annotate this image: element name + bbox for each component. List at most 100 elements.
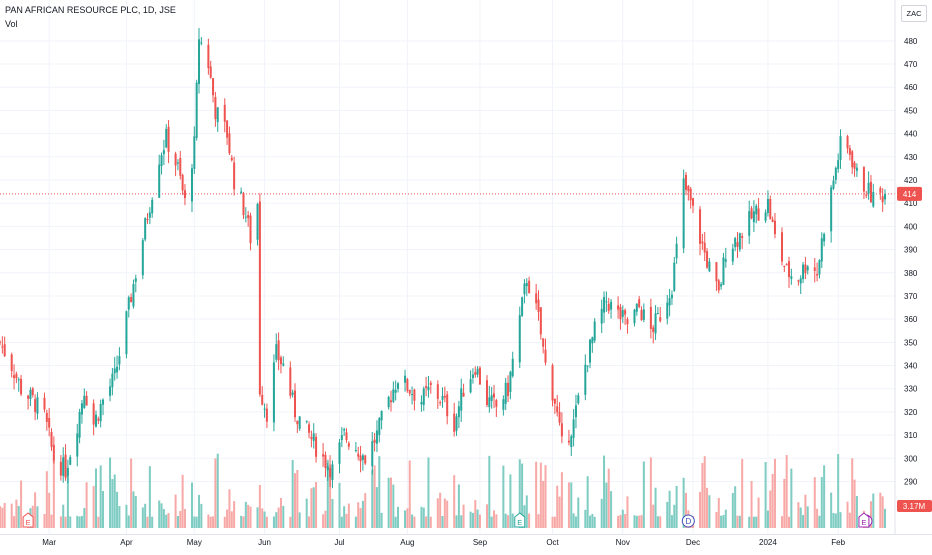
candle-body (525, 283, 528, 287)
volume-bar (818, 515, 821, 528)
candle-body (504, 382, 507, 404)
volume-bar (572, 513, 575, 528)
candle-body (488, 397, 491, 408)
candle-body (593, 321, 596, 341)
volume-bar (272, 516, 275, 528)
candle-body (649, 306, 652, 329)
volume-indicator-label[interactable]: Vol (5, 19, 18, 29)
candle-body (633, 309, 636, 324)
volume-bar (116, 491, 119, 528)
candle-body (148, 212, 151, 218)
time-tick-label: Oct (546, 538, 559, 547)
price-tick-label: 420 (904, 176, 918, 185)
candle-body (600, 308, 603, 324)
price-tick-label: 400 (904, 222, 918, 231)
candle-body (521, 297, 524, 316)
volume-bar (799, 507, 802, 528)
volume-bar (797, 502, 800, 528)
price-axis[interactable]: 2903003103203303403503603703803904004104… (904, 37, 918, 487)
volume-bars (0, 453, 887, 528)
price-tick-label: 310 (904, 431, 918, 440)
volume-bar (141, 507, 144, 528)
candle-body (425, 386, 428, 389)
currency-badge[interactable]: ZAC (901, 5, 927, 22)
volume-bar (111, 479, 114, 528)
volume-bar (509, 474, 512, 528)
candle-body (523, 283, 526, 295)
price-tick-label: 380 (904, 269, 918, 278)
candle-body (853, 162, 856, 169)
volume-bar (354, 516, 357, 528)
candle-body (15, 373, 18, 379)
candle-body (282, 363, 285, 366)
time-axis[interactable]: Mar Apr May Jun Jul Aug Sep Oct Nov Dec 2024 Feb (42, 538, 845, 547)
volume-bar (750, 480, 753, 528)
candle-body (242, 193, 245, 216)
volume-bar (347, 503, 350, 528)
volume-bar (591, 513, 594, 528)
volume-bar (315, 482, 318, 528)
time-tick-label: Sep (473, 538, 488, 547)
candle-body (867, 182, 870, 194)
volume-bar (179, 510, 182, 528)
candle-body (94, 414, 98, 427)
volume-bar (48, 492, 51, 528)
volume-bar (804, 494, 807, 528)
volume-bar (378, 456, 381, 528)
volume-bar (298, 512, 301, 528)
candle-body (507, 382, 510, 397)
volume-bar (640, 515, 643, 528)
candle-body (48, 417, 51, 428)
volume-bar (621, 509, 624, 528)
volume-bar (488, 455, 491, 528)
candle-body (324, 454, 327, 468)
volume-bar (848, 512, 851, 528)
candle-body (476, 368, 479, 375)
candle-body (574, 405, 577, 418)
volume-bar (62, 504, 65, 528)
earnings-marker-label: E (517, 518, 522, 527)
volume-bar (340, 516, 343, 528)
candle-body (591, 337, 594, 344)
volume-bar (560, 472, 563, 528)
volume-bar (3, 502, 6, 528)
volume-bar (240, 515, 243, 528)
candle-body (682, 178, 685, 249)
volume-bar (570, 482, 573, 528)
volume-bar (469, 511, 472, 528)
volume-bar (345, 513, 348, 528)
volume-bar (699, 491, 702, 528)
candle-body (708, 261, 711, 272)
candle-body (586, 365, 589, 367)
volume-bar (495, 514, 498, 528)
candle-body (66, 467, 69, 476)
candle-body (560, 423, 563, 437)
candle-body (797, 280, 800, 282)
candle-body (441, 395, 444, 400)
volume-bar (291, 459, 294, 528)
volume-bar (474, 500, 477, 528)
candle-body (43, 397, 46, 410)
candle-body (298, 416, 301, 429)
volume-bar (249, 506, 252, 528)
volume-bar (212, 516, 215, 528)
volume-bar (673, 504, 676, 528)
volume-bar (462, 504, 465, 528)
candle-body (293, 390, 297, 418)
candle-body (656, 313, 659, 315)
symbol-title[interactable]: PAN AFRICAN RESOURCE PLC, 1D, JSE (5, 5, 176, 15)
volume-bar (247, 504, 250, 528)
candle-body (190, 168, 193, 202)
candle-body (275, 344, 278, 360)
candle-body (453, 413, 456, 432)
last-price-badge (897, 186, 922, 201)
volume-bar (507, 515, 510, 528)
candle-body (699, 209, 702, 244)
candle-body (406, 379, 409, 391)
volume-bar (806, 506, 809, 528)
price-tick-label: 410 (904, 199, 918, 208)
candle-body (59, 461, 62, 476)
volume-bar (174, 494, 177, 528)
